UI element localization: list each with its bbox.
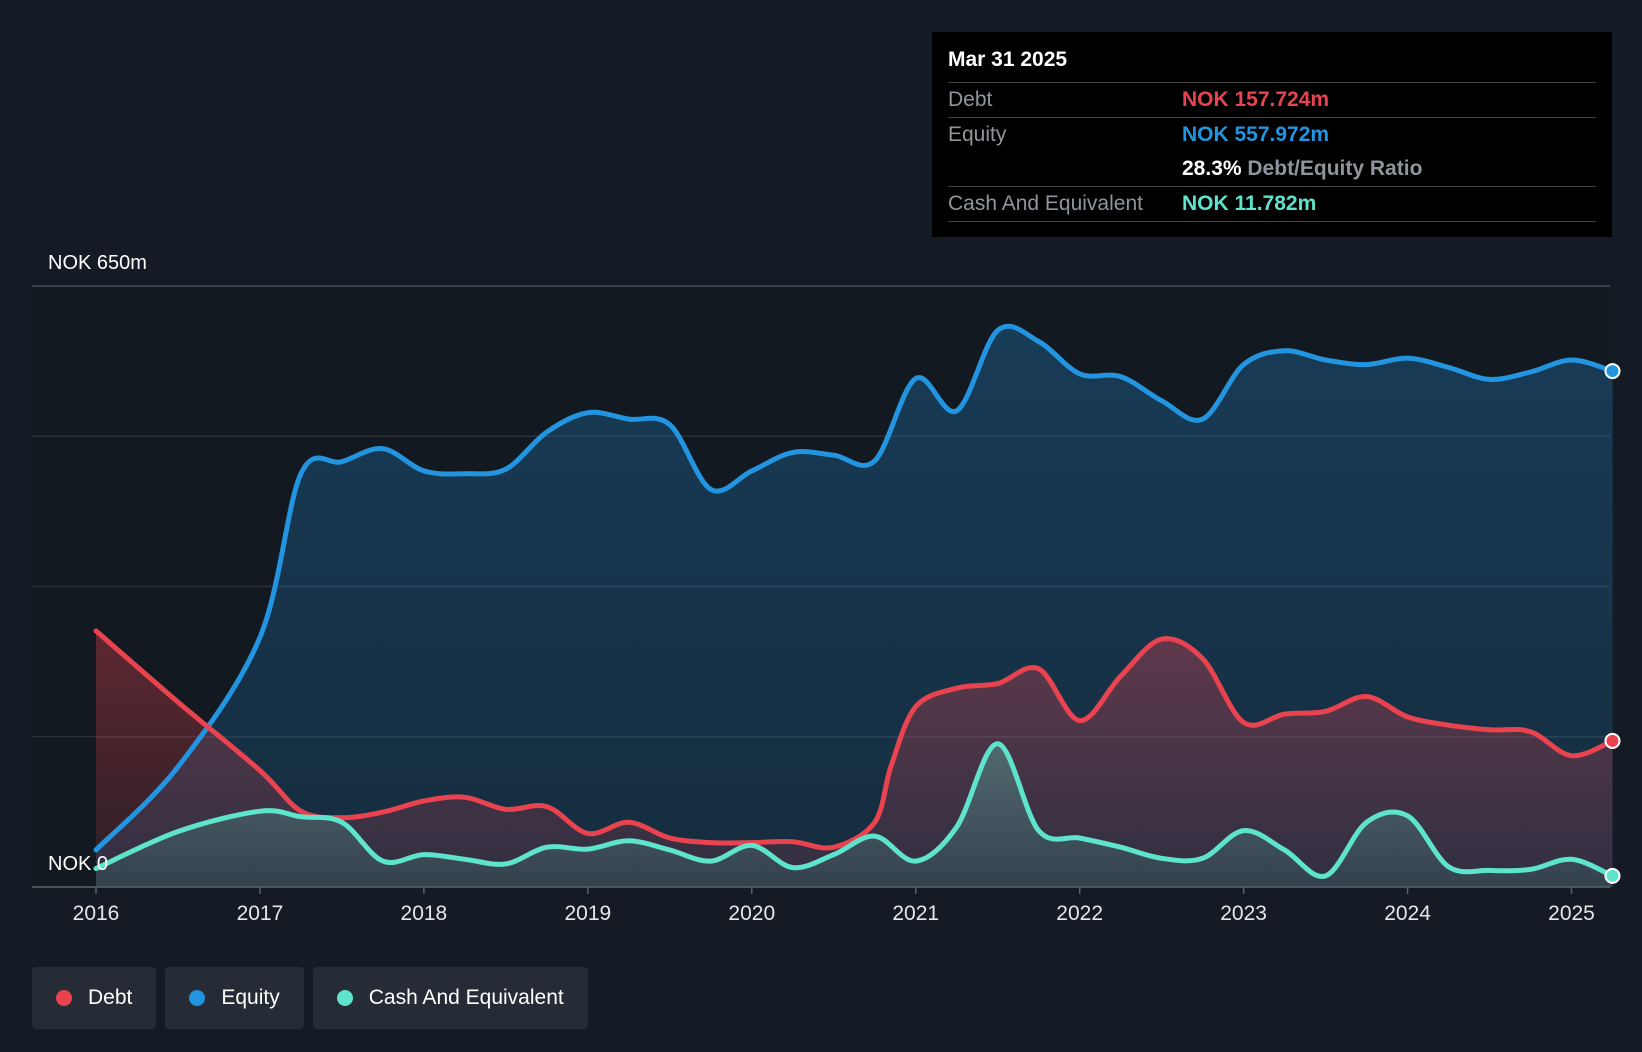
series-areas: [96, 326, 1613, 888]
tooltip-debt-row: Debt NOK 157.724m: [948, 83, 1596, 118]
x-tick-label: 2025: [1548, 902, 1595, 925]
tooltip-equity-value: NOK 557.972m: [1182, 123, 1330, 146]
legend-item-debt[interactable]: Debt: [32, 967, 157, 1029]
tooltip-equity-row: Equity NOK 557.972m: [948, 118, 1596, 152]
tooltip-cash-value: NOK 11.782m: [1182, 192, 1317, 215]
debt-dot-icon: [56, 990, 72, 1006]
tooltip-equity-label: Equity: [948, 123, 1007, 146]
cash-and-equivalent-line: [93, 741, 1615, 879]
tooltip-cash-row: Cash And Equivalent NOK 11.782m: [948, 187, 1596, 222]
cash-and-equivalent-endpoint: [1604, 867, 1621, 884]
x-tick-label: 2017: [237, 902, 284, 925]
x-tick-label: 2022: [1056, 902, 1103, 925]
cash-and-equivalent-area: [96, 743, 1613, 887]
x-tick-label: 2019: [564, 902, 611, 925]
tooltip-cash-label: Cash And Equivalent: [948, 192, 1143, 215]
cash-dot-icon: [336, 990, 353, 1006]
tooltip-ratio-value: 28.3%: [1182, 157, 1242, 180]
y-axis-bottom-label: NOK 0: [48, 853, 108, 875]
series-lines: [93, 323, 1615, 879]
chart-legend: Debt Equity Cash And Equivalent: [32, 967, 588, 1029]
series-endpoints: [1604, 363, 1621, 884]
legend-label-equity: Equity: [221, 986, 280, 1009]
legend-label-cash: Cash And Equivalent: [368, 986, 564, 1009]
x-tick-label: 2016: [73, 902, 120, 925]
equity-dot-icon: [189, 990, 206, 1006]
x-tick-label: 2021: [892, 902, 939, 925]
x-tick-label: 2018: [401, 902, 448, 925]
equity-endpoint: [1604, 363, 1621, 380]
tooltip-ratio: 28.3% Debt/Equity Ratio: [1182, 152, 1422, 186]
debt-area: [96, 630, 1613, 887]
debt-endpoint: [1604, 732, 1621, 749]
legend-label-debt: Debt: [88, 986, 133, 1009]
equity-line: [93, 323, 1615, 853]
chart-tooltip: Mar 31 2025 Debt NOK 157.724m Equity NOK…: [932, 32, 1612, 237]
x-tick-label: 2023: [1220, 902, 1267, 925]
x-tick-label: 2024: [1384, 902, 1431, 925]
legend-item-equity[interactable]: Equity: [165, 967, 304, 1029]
y-axis-top-label: NOK 650m: [48, 252, 147, 274]
tooltip-ratio-row: 28.3% Debt/Equity Ratio: [948, 152, 1596, 187]
x-tick-label: 2020: [728, 902, 775, 925]
tooltip-debt-label: Debt: [948, 88, 993, 111]
tooltip-ratio-label: Debt/Equity Ratio: [1247, 157, 1423, 180]
tooltip-debt-value: NOK 157.724m: [1182, 88, 1330, 111]
legend-item-cash[interactable]: Cash And Equivalent: [312, 967, 588, 1029]
tooltip-date: Mar 31 2025: [948, 46, 1596, 83]
debt-line: [93, 628, 1615, 851]
x-axis-ticks: 2016 2017 2018 2019 2020 2021 2022 2023 2024 2025: [73, 887, 1595, 925]
